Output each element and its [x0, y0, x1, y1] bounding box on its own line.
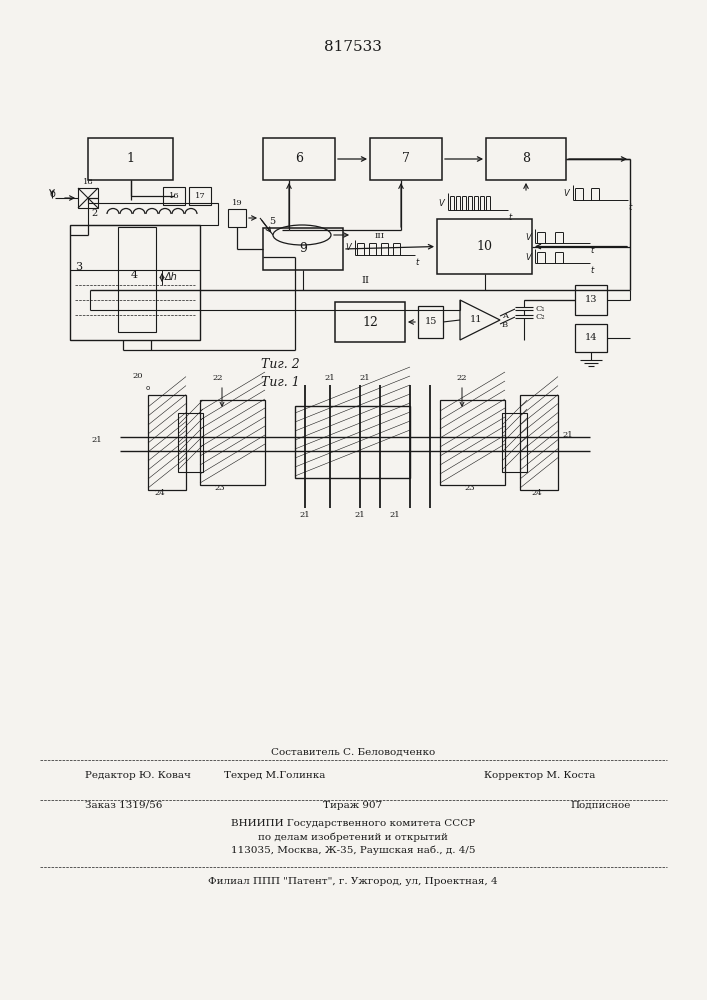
Text: Тираж 907: Тираж 907	[323, 800, 382, 810]
Text: 21: 21	[300, 511, 310, 519]
Bar	[263, 138, 335, 180]
Text: 1: 1	[127, 152, 134, 165]
Bar	[78, 188, 98, 208]
Text: C₂: C₂	[535, 313, 544, 321]
Text: 2: 2	[92, 210, 98, 219]
Text: V: V	[345, 243, 351, 252]
Bar	[502, 413, 527, 472]
Text: 23: 23	[464, 484, 475, 492]
Text: 21: 21	[390, 511, 400, 519]
Text: 6: 6	[295, 152, 303, 165]
Bar	[295, 406, 410, 478]
Text: V: V	[563, 188, 569, 198]
Text: 7: 7	[402, 152, 410, 165]
Text: 21: 21	[562, 431, 573, 439]
Bar	[163, 187, 185, 205]
Text: 8: 8	[522, 152, 530, 165]
Text: V: V	[525, 252, 531, 261]
Text: o: o	[146, 385, 150, 391]
Bar	[88, 203, 218, 225]
Text: 24: 24	[155, 489, 165, 497]
Text: t: t	[590, 266, 594, 275]
Bar	[575, 324, 607, 352]
Bar	[440, 400, 505, 485]
Text: Τиг. 2: Τиг. 2	[261, 359, 299, 371]
Text: 9: 9	[299, 242, 307, 255]
Text: Техред М.Голинка: Техред М.Голинка	[224, 770, 326, 780]
Bar	[70, 225, 200, 340]
Text: Составитель С. Беловодченко: Составитель С. Беловодченко	[271, 748, 435, 756]
Text: Τиг. 1: Τиг. 1	[261, 375, 299, 388]
Text: 23: 23	[215, 484, 226, 492]
Text: 113035, Москва, Ж-35, Раушская наб., д. 4/5: 113035, Москва, Ж-35, Раушская наб., д. …	[230, 845, 475, 855]
Text: Корректор М. Коста: Корректор М. Коста	[484, 770, 596, 780]
Text: 18: 18	[83, 178, 93, 186]
Bar	[437, 219, 532, 274]
Text: t: t	[590, 246, 594, 255]
Text: C₁: C₁	[535, 305, 544, 313]
Text: 21: 21	[325, 374, 335, 382]
Text: 5: 5	[269, 217, 275, 226]
Text: 10: 10	[477, 240, 493, 253]
Text: Редактор Ю. Ковач: Редактор Ю. Ковач	[85, 770, 191, 780]
Text: t: t	[416, 258, 419, 267]
Text: 20: 20	[133, 372, 144, 380]
Text: II: II	[361, 276, 369, 285]
Text: 14: 14	[585, 334, 597, 342]
Text: Филиал ППП "Патент", г. Ужгород, ул, Проектная, 4: Филиал ППП "Патент", г. Ужгород, ул, Про…	[208, 878, 498, 886]
Bar	[263, 228, 343, 270]
Text: 3: 3	[75, 262, 82, 272]
Text: 21: 21	[91, 436, 102, 444]
Text: 21: 21	[355, 511, 366, 519]
Text: 11: 11	[469, 316, 482, 324]
Bar	[88, 138, 173, 180]
Text: 12: 12	[362, 316, 378, 328]
Text: 4: 4	[130, 269, 138, 279]
Text: 13: 13	[585, 296, 597, 304]
Text: Δh: Δh	[165, 272, 177, 282]
Bar	[335, 302, 405, 342]
Text: 17: 17	[194, 192, 205, 200]
Text: 21: 21	[360, 374, 370, 382]
Text: o: o	[49, 189, 55, 199]
Bar	[228, 209, 246, 227]
Bar	[520, 395, 558, 490]
Bar	[178, 413, 203, 472]
Text: 24: 24	[532, 489, 542, 497]
Text: V: V	[438, 198, 444, 208]
Bar	[486, 138, 566, 180]
Text: V: V	[525, 232, 531, 241]
Text: B: B	[502, 321, 508, 329]
Text: 19: 19	[232, 199, 243, 207]
Bar	[189, 187, 211, 205]
Bar	[148, 395, 186, 490]
Text: 22: 22	[213, 374, 223, 382]
Text: 15: 15	[424, 318, 437, 326]
Text: t: t	[629, 203, 631, 212]
Text: III: III	[375, 232, 385, 240]
Text: t: t	[508, 213, 512, 222]
Text: по делам изобретений и открытий: по делам изобретений и открытий	[258, 832, 448, 842]
Bar	[418, 306, 443, 338]
Text: 16: 16	[169, 192, 180, 200]
Bar	[575, 285, 607, 315]
Text: A: A	[502, 312, 508, 320]
Bar	[200, 400, 265, 485]
Text: ВНИИПИ Государственного комитета СССР: ВНИИПИ Государственного комитета СССР	[231, 820, 475, 828]
Text: Заказ 1319/56: Заказ 1319/56	[85, 800, 163, 810]
Bar	[370, 138, 442, 180]
Text: Подписное: Подписное	[570, 800, 631, 810]
Text: 22: 22	[457, 374, 467, 382]
Text: 817533: 817533	[324, 40, 382, 54]
Bar	[118, 227, 156, 332]
